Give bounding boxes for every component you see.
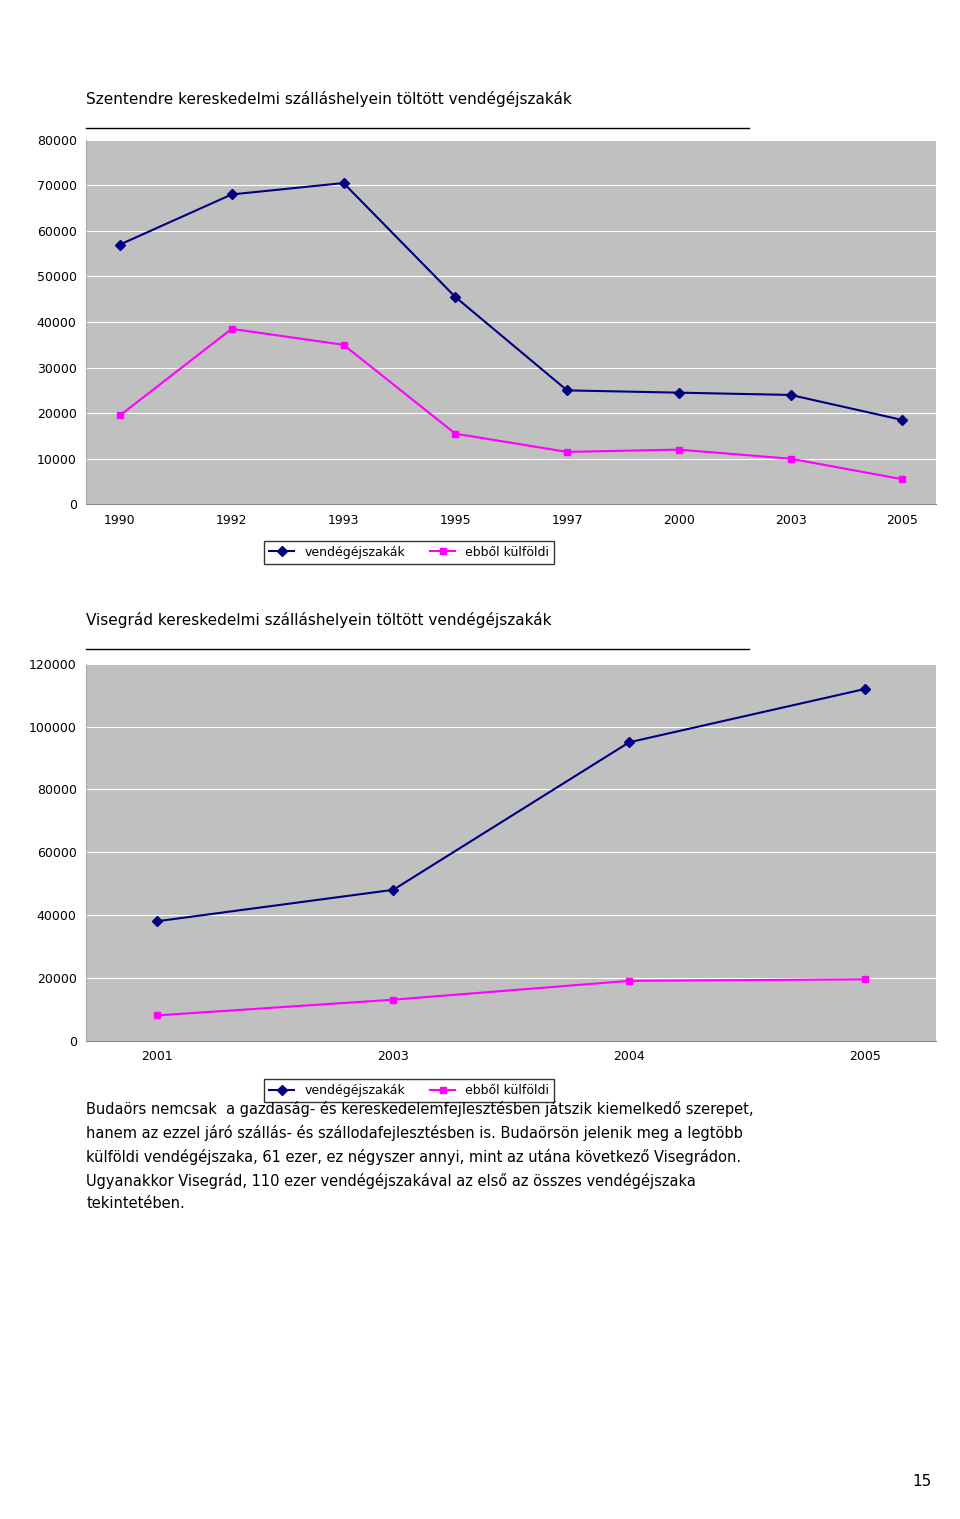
Text: Budaörs nemcsak  a gazdaság- és kereskedelemfejlesztésben játszik kiemelkedő sze: Budaörs nemcsak a gazdaság- és kereskede… bbox=[86, 1101, 754, 1211]
Legend: vendégéjszakák, ebből külföldi: vendégéjszakák, ebből külföldi bbox=[264, 541, 554, 564]
Text: 15: 15 bbox=[912, 1473, 931, 1489]
Legend: vendégéjszakák, ebből külföldi: vendégéjszakák, ebből külföldi bbox=[264, 1078, 554, 1103]
Text: Visegrád kereskedelmi szálláshelyein töltött vendégéjszakák: Visegrád kereskedelmi szálláshelyein töl… bbox=[86, 612, 552, 629]
Text: Szentendre kereskedelmi szálláshelyein töltött vendégéjszakák: Szentendre kereskedelmi szálláshelyein t… bbox=[86, 91, 572, 108]
